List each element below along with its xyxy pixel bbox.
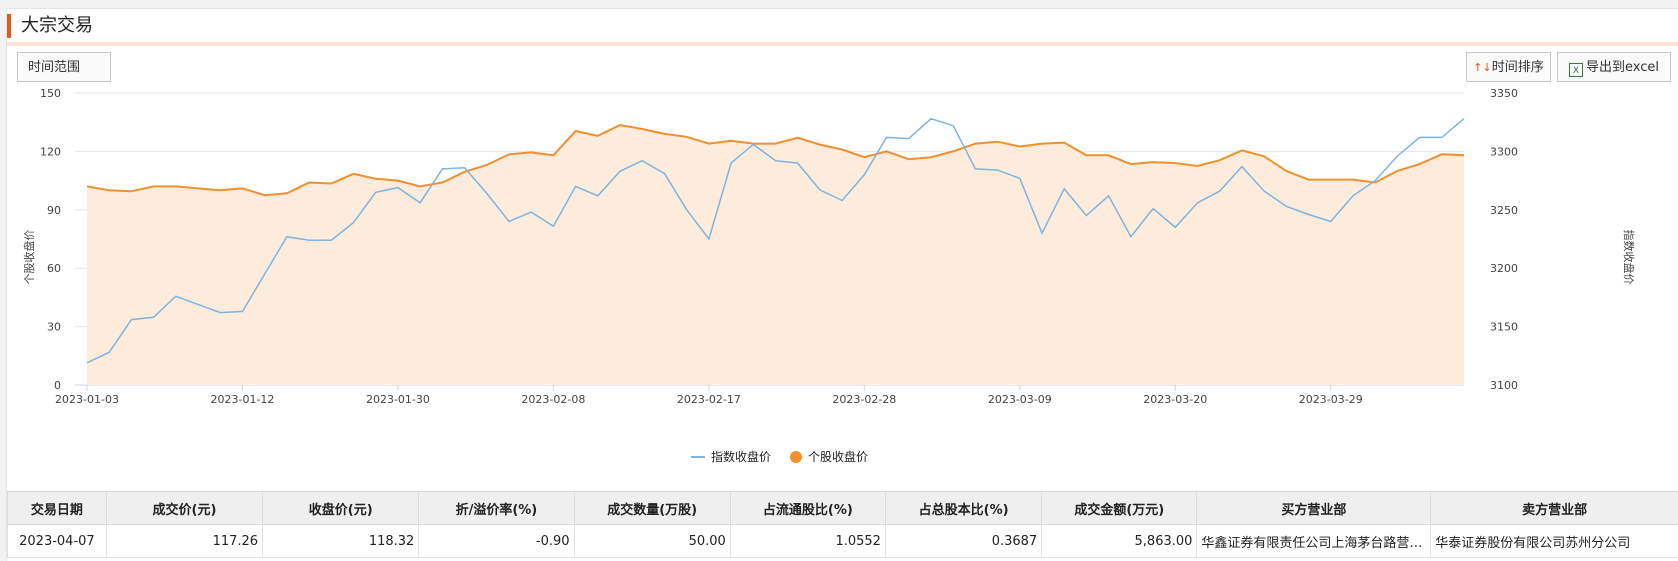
table-cell: 118.32 <box>263 525 419 558</box>
x-axis-tick-label: 2023-02-17 <box>677 393 741 406</box>
column-header: 折/溢价率(%) <box>419 492 574 525</box>
legend[interactable]: 指数收盘价 个股收盘价 <box>691 449 868 464</box>
x-axis-tick-label: 2023-03-09 <box>988 393 1052 406</box>
column-header: 成交数量(万股) <box>574 492 730 525</box>
right-axis-tick-label: 3350 <box>1490 87 1518 100</box>
stock-close-area <box>87 125 1464 385</box>
x-axis-tick-label: 2023-03-20 <box>1143 393 1207 406</box>
price-chart: 0 30 60 90 120 150 3100 3150 3200 3250 3300 3350 202… <box>7 9 1678 489</box>
x-axis-tick-label: 2023-02-28 <box>832 393 896 406</box>
table-cell: 1.0552 <box>730 525 885 558</box>
block-trade-table: 交易日期成交价(元)收盘价(元)折/溢价率(%)成交数量(万股)占流通股比(%)… <box>7 491 1678 558</box>
left-axis-tick-label: 150 <box>40 87 61 100</box>
column-header: 收盘价(元) <box>263 492 419 525</box>
x-axis-tick-label: 2023-03-29 <box>1299 393 1363 406</box>
column-header: 成交价(元) <box>106 492 262 525</box>
x-axis-tick-label: 2023-01-30 <box>366 393 430 406</box>
x-axis-tick-label: 2023-01-03 <box>55 393 119 406</box>
column-header: 成交金额(万元) <box>1042 492 1197 525</box>
legend-index-label: 指数收盘价 <box>711 449 771 464</box>
legend-stock-label: 个股收盘价 <box>808 449 868 464</box>
column-header: 卖方营业部 <box>1431 492 1678 525</box>
table-cell: 117.26 <box>106 525 262 558</box>
legend-stock-swatch <box>790 451 802 463</box>
column-header: 买方营业部 <box>1197 492 1431 525</box>
table-cell: 5,863.00 <box>1042 525 1197 558</box>
table-cell: 华鑫证券有限责任公司上海茅台路营业部 <box>1197 525 1431 558</box>
x-axis-tick-label: 2023-01-12 <box>210 393 274 406</box>
table-cell: 2023-04-07 <box>8 525 107 558</box>
table-cell: 50.00 <box>574 525 730 558</box>
table-cell: -0.90 <box>419 525 574 558</box>
table-cell: 0.3687 <box>885 525 1041 558</box>
left-axis-tick-label: 0 <box>54 379 61 392</box>
right-axis-tick-label: 3250 <box>1490 204 1518 217</box>
column-header: 占总股本比(%) <box>885 492 1041 525</box>
right-axis-title: 指数收盘价 <box>1622 230 1636 285</box>
left-axis-tick-label: 60 <box>47 262 61 275</box>
left-axis-tick-label: 90 <box>47 204 61 217</box>
left-axis-tick-label: 120 <box>40 145 61 158</box>
right-axis-tick-label: 3100 <box>1490 379 1518 392</box>
table-cell: 华泰证券股份有限公司苏州分公司 <box>1431 525 1678 558</box>
column-header: 交易日期 <box>8 492 107 525</box>
left-axis-title: 个股收盘价 <box>22 230 36 285</box>
x-axis-tick-label: 2023-02-08 <box>521 393 585 406</box>
right-axis-tick-label: 3200 <box>1490 262 1518 275</box>
table-header-row: 交易日期成交价(元)收盘价(元)折/溢价率(%)成交数量(万股)占流通股比(%)… <box>8 492 1678 525</box>
right-axis-tick-label: 3300 <box>1490 145 1518 158</box>
column-header: 占流通股比(%) <box>730 492 885 525</box>
left-axis-tick-label: 30 <box>47 321 61 334</box>
right-axis-tick-label: 3150 <box>1490 321 1518 334</box>
